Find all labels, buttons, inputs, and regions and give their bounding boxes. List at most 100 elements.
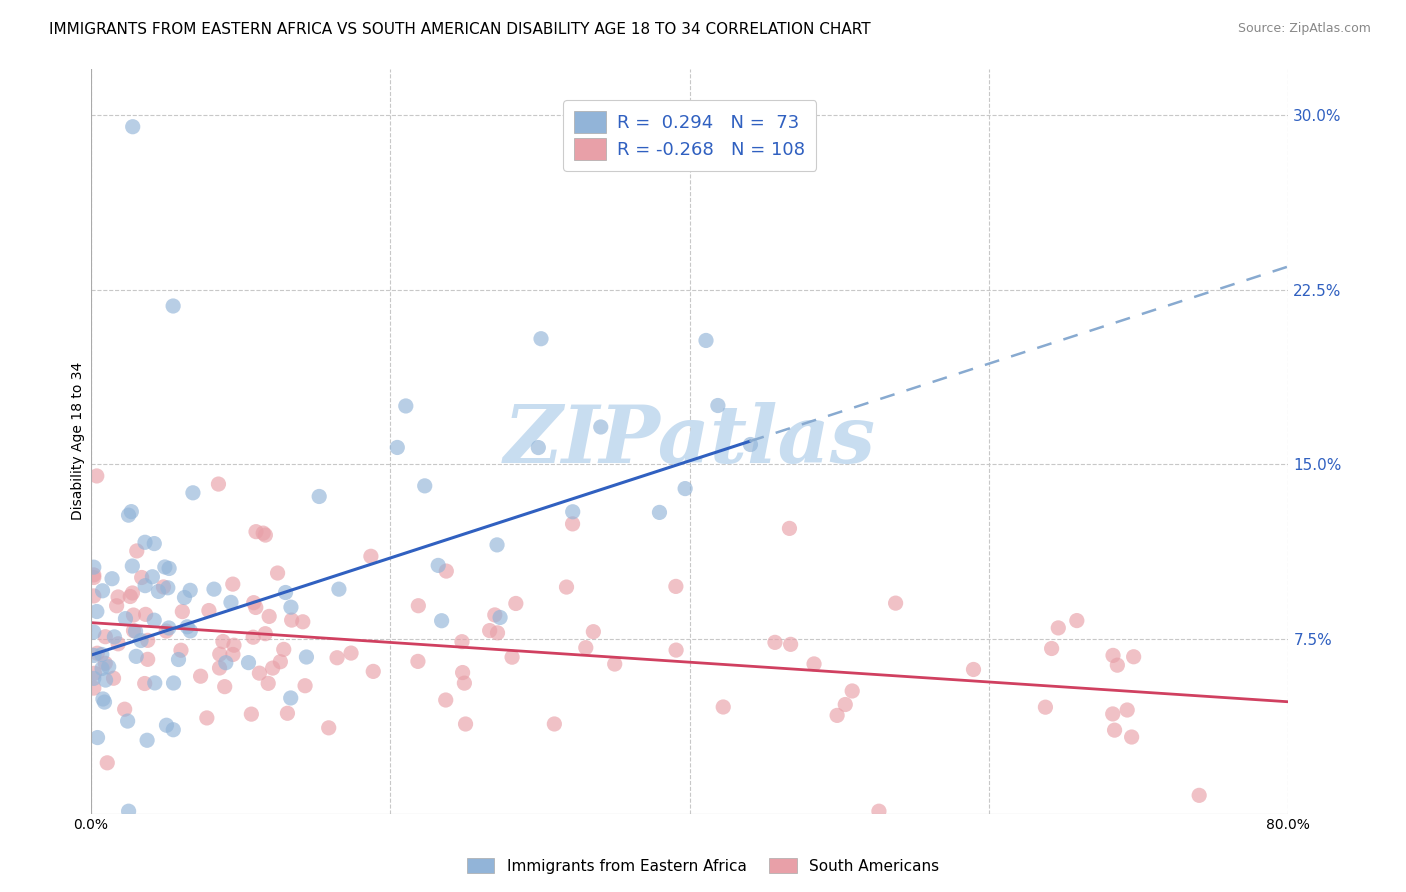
- Point: [83, 560, 105, 574]
- Point: [280, 613, 302, 627]
- Point: [1047, 621, 1070, 635]
- Point: [222, 638, 245, 652]
- Point: [136, 733, 159, 747]
- Point: [825, 708, 848, 723]
- Point: [245, 524, 267, 539]
- Point: [254, 528, 277, 542]
- Point: [1104, 723, 1126, 738]
- Point: [83, 570, 105, 584]
- Point: [83, 681, 105, 695]
- Point: [83, 672, 105, 686]
- Point: [295, 650, 318, 665]
- Point: [434, 564, 457, 578]
- Point: [86, 731, 108, 745]
- Point: [117, 508, 139, 523]
- Point: [803, 657, 825, 671]
- Point: [148, 584, 170, 599]
- Point: [242, 596, 264, 610]
- Point: [162, 299, 184, 313]
- Point: [269, 655, 291, 669]
- Point: [561, 516, 583, 531]
- Point: [162, 676, 184, 690]
- Point: [1116, 703, 1139, 717]
- Point: [190, 669, 212, 683]
- Point: [665, 579, 688, 593]
- Point: [94, 657, 117, 671]
- Point: [501, 650, 523, 665]
- Point: [530, 332, 553, 346]
- Y-axis label: Disability Age 18 to 34: Disability Age 18 to 34: [72, 362, 86, 520]
- Point: [134, 579, 156, 593]
- Point: [136, 633, 159, 648]
- Point: [603, 657, 626, 671]
- Point: [406, 654, 429, 668]
- Point: [575, 640, 598, 655]
- Point: [101, 572, 124, 586]
- Point: [90, 648, 112, 662]
- Point: [153, 560, 176, 574]
- Point: [121, 120, 143, 134]
- Point: [91, 583, 114, 598]
- Text: ZIPatlas: ZIPatlas: [503, 402, 876, 480]
- Point: [222, 648, 245, 662]
- Point: [117, 714, 139, 728]
- Point: [122, 608, 145, 623]
- Point: [176, 620, 198, 634]
- Point: [131, 570, 153, 584]
- Point: [97, 659, 120, 673]
- Point: [242, 630, 264, 644]
- Point: [582, 624, 605, 639]
- Point: [707, 399, 730, 413]
- Point: [155, 624, 177, 638]
- Point: [91, 661, 114, 675]
- Point: [83, 666, 105, 681]
- Point: [141, 570, 163, 584]
- Point: [294, 679, 316, 693]
- Point: [711, 700, 734, 714]
- Point: [125, 544, 148, 558]
- Legend: R =  0.294   N =  73, R = -0.268   N = 108: R = 0.294 N = 73, R = -0.268 N = 108: [564, 100, 815, 171]
- Point: [561, 505, 583, 519]
- Point: [222, 577, 245, 591]
- Point: [212, 634, 235, 648]
- Point: [778, 521, 800, 535]
- Point: [157, 561, 180, 575]
- Point: [103, 671, 125, 685]
- Point: [1102, 648, 1125, 663]
- Point: [179, 624, 201, 638]
- Point: [173, 591, 195, 605]
- Point: [240, 707, 263, 722]
- Text: IMMIGRANTS FROM EASTERN AFRICA VS SOUTH AMERICAN DISABILITY AGE 18 TO 34 CORRELA: IMMIGRANTS FROM EASTERN AFRICA VS SOUTH …: [49, 22, 870, 37]
- Point: [247, 666, 270, 681]
- Point: [505, 597, 527, 611]
- Point: [868, 804, 890, 818]
- Point: [665, 643, 688, 657]
- Point: [779, 637, 801, 651]
- Point: [328, 582, 350, 596]
- Point: [208, 661, 231, 675]
- Point: [257, 676, 280, 690]
- Point: [648, 505, 671, 519]
- Point: [486, 538, 509, 552]
- Point: [219, 595, 242, 609]
- Point: [143, 676, 166, 690]
- Point: [125, 649, 148, 664]
- Point: [198, 603, 221, 617]
- Point: [1107, 658, 1129, 673]
- Point: [408, 599, 430, 613]
- Point: [162, 723, 184, 737]
- Point: [453, 676, 475, 690]
- Point: [122, 624, 145, 638]
- Point: [763, 635, 786, 649]
- Point: [202, 582, 225, 596]
- Point: [326, 650, 349, 665]
- Point: [451, 634, 474, 648]
- Point: [135, 607, 157, 622]
- Point: [170, 643, 193, 657]
- Point: [695, 334, 717, 348]
- Point: [134, 535, 156, 549]
- Point: [121, 586, 143, 600]
- Point: [252, 526, 274, 541]
- Point: [318, 721, 340, 735]
- Point: [155, 718, 177, 732]
